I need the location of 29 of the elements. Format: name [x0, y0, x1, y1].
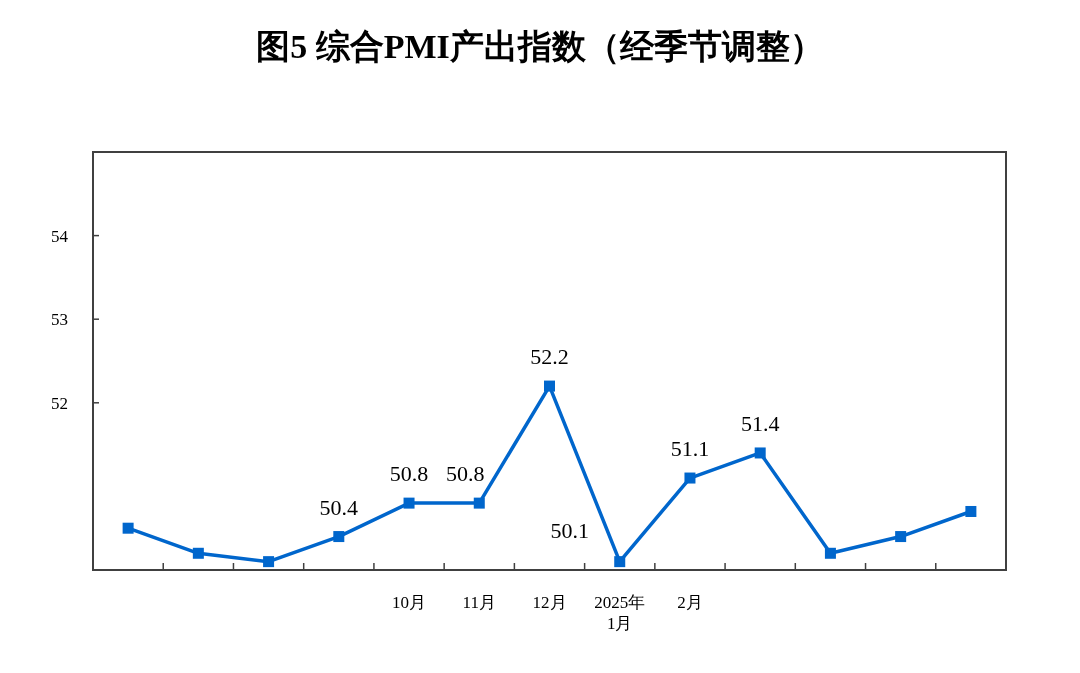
point [754, 447, 766, 459]
data-label: 50.1 [550, 517, 589, 543]
point [263, 556, 275, 568]
point [403, 497, 415, 509]
point [684, 472, 696, 484]
point [895, 531, 907, 543]
point [544, 380, 555, 392]
data-label: 52.2 [530, 344, 569, 370]
data-label: 50.8 [389, 461, 429, 487]
point [965, 505, 977, 517]
x-tick-label: 10月 [392, 593, 427, 612]
x-tick-label: 2025年 1月 [594, 593, 646, 634]
data-label: 51.4 [740, 410, 780, 436]
data-label: 51.1 [670, 436, 710, 462]
x-tick-label: 2月 [677, 593, 703, 612]
point [333, 531, 345, 543]
point [824, 547, 836, 559]
y-tick-label: 53 [51, 310, 68, 330]
y-tick-label: 54 [51, 226, 69, 246]
x-tick-label: 12月 [532, 593, 567, 612]
point [614, 556, 626, 568]
y-tick-label: 52 [51, 393, 68, 413]
data-label: 50.8 [446, 461, 485, 487]
data-label: 50.4 [319, 494, 359, 520]
point [473, 497, 485, 509]
chart-title: 图5 综合PMI产出指数（经季节调整） [256, 28, 824, 65]
x-tick-label: 11月 [462, 593, 496, 612]
point [122, 522, 134, 534]
point [192, 547, 204, 559]
